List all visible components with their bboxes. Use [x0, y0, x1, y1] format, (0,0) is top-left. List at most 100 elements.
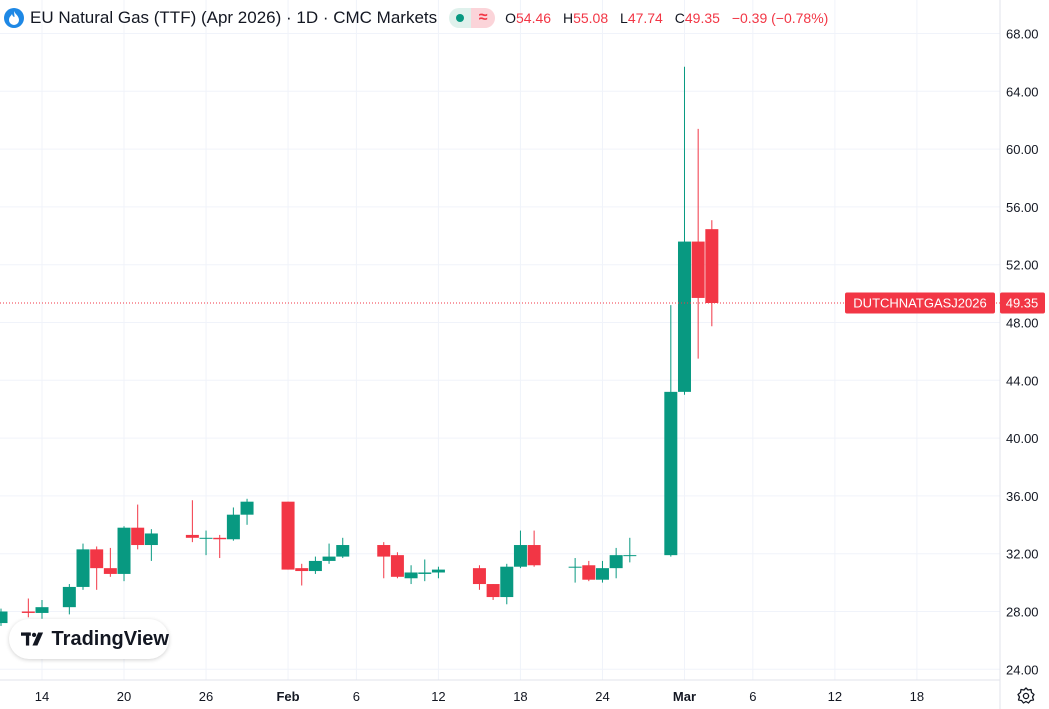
candle — [418, 559, 432, 582]
time-tick-label: 12 — [828, 689, 842, 704]
open-label: O — [505, 10, 517, 26]
symbol-tag-bg — [845, 292, 995, 314]
change-value: −0.39 (−0.78%) — [731, 10, 829, 26]
candle-body — [226, 514, 240, 540]
candle — [582, 560, 596, 582]
time-tick-label: Mar — [673, 689, 696, 704]
candle-body — [0, 611, 8, 624]
candle — [308, 556, 322, 574]
candle — [609, 547, 623, 579]
tradingview-logo[interactable]: TradingView — [9, 619, 169, 659]
time-tick-label: 20 — [117, 689, 131, 704]
candle — [185, 500, 199, 543]
candle — [390, 552, 404, 579]
candle — [691, 128, 705, 359]
time-tick-label: 14 — [35, 689, 49, 704]
close-value: 49.35 — [684, 10, 720, 26]
candle — [568, 558, 582, 583]
approx-icon: ≈ — [471, 8, 496, 28]
candle — [213, 534, 227, 559]
candle-body — [691, 241, 705, 298]
time-tick-label: 26 — [199, 689, 213, 704]
candle-body — [103, 568, 117, 574]
candle-body — [308, 560, 322, 572]
candle-body — [390, 555, 404, 577]
candle-body — [527, 545, 541, 566]
candle-body — [595, 568, 609, 580]
candle-body — [418, 572, 432, 574]
candle-body — [336, 545, 350, 557]
price-axis[interactable]: 24.00 28.00 32.00 36.00 40.00 44.00 48.00 52.00… — [1006, 27, 1039, 678]
candle — [431, 566, 445, 579]
settings-gear-icon[interactable] — [1016, 686, 1036, 706]
ohlc-values: O54.46 H55.08 L47.74 C49.35 −0.39 (−0.78… — [505, 10, 828, 26]
candle — [0, 608, 8, 626]
price-tag-bg — [1000, 292, 1045, 314]
candle — [281, 501, 295, 570]
candle-body — [76, 549, 90, 587]
tradingview-logo-text: TradingView — [51, 627, 169, 650]
tradingview-logo-icon — [21, 632, 44, 646]
candle-body — [199, 537, 213, 539]
candle — [377, 542, 391, 579]
candle — [623, 537, 637, 563]
candle — [595, 560, 609, 583]
candle-body — [295, 568, 309, 572]
candle — [21, 598, 35, 618]
candle-body — [582, 565, 596, 580]
candle-body — [144, 533, 158, 546]
candle — [705, 220, 719, 327]
low-value: 47.74 — [627, 10, 663, 26]
candle — [103, 547, 117, 577]
price-tick-label: 40.00 — [1006, 431, 1039, 446]
price-tick-label: 48.00 — [1006, 316, 1039, 331]
candle — [664, 305, 678, 557]
price-tick-label: 60.00 — [1006, 142, 1039, 157]
candle-body — [431, 569, 445, 573]
candle-body — [62, 586, 76, 608]
market-open-indicator — [449, 8, 472, 28]
candle — [513, 530, 527, 569]
candle-body — [404, 572, 418, 579]
candle-body — [486, 584, 500, 598]
candle-body — [322, 556, 336, 561]
candle — [472, 565, 486, 590]
candle — [677, 66, 691, 395]
candle-body — [623, 555, 637, 557]
candle — [336, 537, 350, 559]
last-price-tag: DUTCHNATGASJ2026 49.35 — [845, 292, 1045, 314]
price-tag-value: 49.35 — [1006, 295, 1039, 310]
price-tick-label: 68.00 — [1006, 27, 1039, 42]
candle — [117, 526, 131, 582]
chart-grid — [0, 0, 1000, 680]
candle — [295, 563, 309, 586]
candle-body — [472, 568, 486, 585]
price-tick-label: 64.00 — [1006, 84, 1039, 99]
candle — [62, 584, 76, 615]
time-tick-label: 12 — [431, 689, 445, 704]
candle — [486, 584, 500, 600]
time-tick-label: 6 — [353, 689, 360, 704]
candle — [527, 530, 541, 567]
time-axis[interactable]: 14 20 26 Feb 6 12 18 24 Mar 6 12 18 — [35, 689, 924, 704]
candle — [76, 543, 90, 590]
candle-body — [664, 391, 678, 556]
symbol-title[interactable]: EU Natural Gas (TTF) (Apr 2026) · 1D · C… — [30, 8, 438, 27]
candle — [500, 563, 514, 605]
high-value: 55.08 — [573, 10, 609, 26]
high-label: H — [562, 10, 574, 26]
close-label: C — [674, 10, 685, 26]
candle-body — [21, 611, 35, 613]
price-tick-label: 28.00 — [1006, 605, 1039, 620]
candle-body — [568, 566, 582, 568]
candle-body — [705, 229, 719, 303]
candle-body — [677, 241, 691, 392]
candle — [199, 530, 213, 556]
market-status-pill[interactable]: ≈ — [449, 8, 496, 28]
candle — [90, 546, 104, 590]
symbol-tag-label: DUTCHNATGASJ2026 — [853, 295, 986, 310]
candle-body — [377, 545, 391, 557]
candle — [131, 504, 145, 550]
candle-body — [281, 501, 295, 570]
